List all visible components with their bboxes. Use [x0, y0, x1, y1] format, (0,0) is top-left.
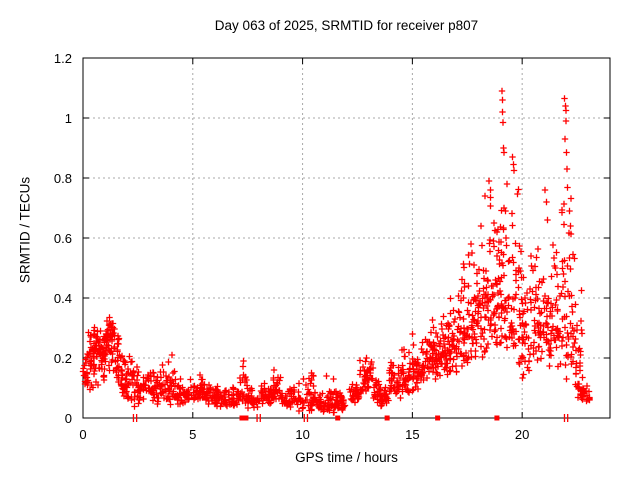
x-axis-label: GPS time / hours — [295, 450, 398, 465]
y-tick-label: 0.4 — [53, 290, 72, 306]
y-tick-label: 0.8 — [53, 170, 72, 186]
x-tick-label: 15 — [405, 427, 420, 442]
x-tick-label: 20 — [514, 427, 530, 442]
scatter-series — [79, 87, 593, 416]
y-tick-label: 0.6 — [53, 230, 72, 246]
plot-border — [82, 57, 611, 419]
x-tick-label: 5 — [189, 427, 197, 442]
y-tick-label: 1 — [64, 110, 72, 126]
y-tick-label: 0.2 — [53, 350, 72, 366]
y-tick-label: 0 — [64, 410, 72, 426]
y-tick-label: 1.2 — [53, 50, 72, 66]
baseline-markers — [132, 414, 569, 422]
x-tick-label: 0 — [79, 427, 87, 442]
chart-title: Day 063 of 2025, SRMTID for receiver p80… — [214, 18, 479, 33]
x-tick-label: 10 — [295, 427, 310, 442]
